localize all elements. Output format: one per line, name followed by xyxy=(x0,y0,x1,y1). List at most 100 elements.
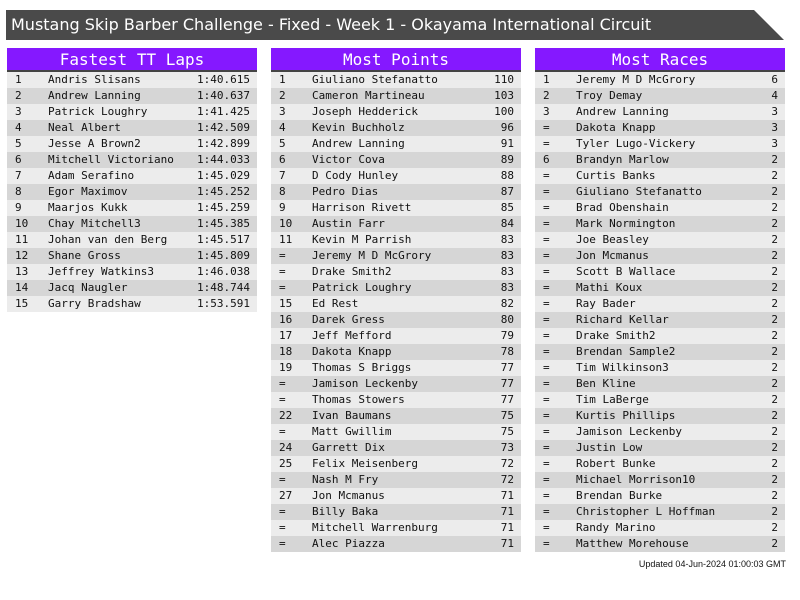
value-cell: 77 xyxy=(500,361,514,374)
value-cell: 2 xyxy=(771,425,778,438)
name-cell: Jon Mcmanus xyxy=(576,249,649,262)
name-cell: Tyler Lugo-Vickery xyxy=(576,137,696,150)
name-cell: Garry Bradshaw xyxy=(48,297,141,310)
rank-cell: 9 xyxy=(15,201,22,214)
value-cell: 2 xyxy=(771,201,778,214)
value-cell: 82 xyxy=(500,297,514,310)
value-cell: 1:45.252 xyxy=(197,185,250,198)
name-cell: Jeremy M D McGrory xyxy=(312,249,432,262)
rank-cell: = xyxy=(543,169,550,182)
table-row: 18 Dakota Knapp 78 xyxy=(271,344,521,360)
name-cell: Kurtis Phillips xyxy=(576,409,676,422)
table-row: 17 Jeff Mefford 79 xyxy=(271,328,521,344)
table-row: = Giuliano Stefanatto 2 xyxy=(535,184,785,200)
name-cell: Giuliano Stefanatto xyxy=(312,73,438,86)
table-row: = Matthew Morehouse 2 xyxy=(535,536,785,552)
name-cell: Jesse A Brown2 xyxy=(48,137,141,150)
table-row: 11 Kevin M Parrish 83 xyxy=(271,232,521,248)
table-row: = Brendan Sample2 2 xyxy=(535,344,785,360)
table-row: = Drake Smith2 83 xyxy=(271,264,521,280)
panel-fastest-tt-laps: Fastest TT Laps 1 Andris Slisans 1:40.615 2… xyxy=(7,48,257,312)
name-cell: Patrick Loughry xyxy=(312,281,412,294)
rank-cell: = xyxy=(279,393,286,406)
rank-cell: 2 xyxy=(15,89,22,102)
rows: 1 Andris Slisans 1:40.615 2 Andrew Lanning 1:… xyxy=(7,72,257,312)
table-row: 2 Andrew Lanning 1:40.637 xyxy=(7,88,257,104)
table-row: 6 Victor Cova 89 xyxy=(271,152,521,168)
table-row: = Scott B Wallace 2 xyxy=(535,264,785,280)
value-cell: 72 xyxy=(500,457,514,470)
rank-cell: 17 xyxy=(279,329,293,342)
name-cell: Andrew Lanning xyxy=(576,105,669,118)
value-cell: 78 xyxy=(500,345,514,358)
rank-cell: 11 xyxy=(279,233,293,246)
rank-cell: 4 xyxy=(279,121,286,134)
table-row: 1 Jeremy M D McGrory 6 xyxy=(535,72,785,88)
value-cell: 2 xyxy=(771,217,778,230)
value-cell: 71 xyxy=(500,537,514,550)
table-row: 1 Andris Slisans 1:40.615 xyxy=(7,72,257,88)
name-cell: Kevin M Parrish xyxy=(312,233,412,246)
value-cell: 110 xyxy=(494,73,514,86)
value-cell: 83 xyxy=(500,281,514,294)
table-row: = Mark Normington 2 xyxy=(535,216,785,232)
table-row: = Nash M Fry 72 xyxy=(271,472,521,488)
value-cell: 1:45.385 xyxy=(197,217,250,230)
table-row: 19 Thomas S Briggs 77 xyxy=(271,360,521,376)
name-cell: Tim LaBerge xyxy=(576,393,649,406)
value-cell: 2 xyxy=(771,409,778,422)
table-row: 2 Troy Demay 4 xyxy=(535,88,785,104)
table-row: 15 Garry Bradshaw 1:53.591 xyxy=(7,296,257,312)
table-row: 1 Giuliano Stefanatto 110 xyxy=(271,72,521,88)
name-cell: Ed Rest xyxy=(312,297,359,310)
value-cell: 89 xyxy=(500,153,514,166)
rank-cell: = xyxy=(543,409,550,422)
rank-cell: 15 xyxy=(279,297,293,310)
name-cell: Ray Bader xyxy=(576,297,636,310)
rank-cell: 3 xyxy=(279,105,286,118)
name-cell: Nash M Fry xyxy=(312,473,379,486)
name-cell: Garrett Dix xyxy=(312,441,385,454)
name-cell: Curtis Banks xyxy=(576,169,656,182)
name-cell: Mark Normington xyxy=(576,217,676,230)
rank-cell: 10 xyxy=(279,217,293,230)
value-cell: 2 xyxy=(771,377,778,390)
value-cell: 1:41.425 xyxy=(197,105,250,118)
value-cell: 2 xyxy=(771,489,778,502)
rank-cell: 10 xyxy=(15,217,29,230)
table-row: 22 Ivan Baumans 75 xyxy=(271,408,521,424)
rank-cell: 3 xyxy=(543,105,550,118)
name-cell: Thomas Stowers xyxy=(312,393,405,406)
value-cell: 79 xyxy=(500,329,514,342)
value-cell: 1:45.809 xyxy=(197,249,250,262)
rank-cell: 5 xyxy=(15,137,22,150)
table-row: = Kurtis Phillips 2 xyxy=(535,408,785,424)
rank-cell: = xyxy=(279,521,286,534)
name-cell: Dakota Knapp xyxy=(576,121,656,134)
rank-cell: = xyxy=(543,217,550,230)
name-cell: Jon Mcmanus xyxy=(312,489,385,502)
rank-cell: 8 xyxy=(15,185,22,198)
value-cell: 1:48.744 xyxy=(197,281,250,294)
value-cell: 2 xyxy=(771,537,778,550)
name-cell: Brad Obenshain xyxy=(576,201,669,214)
value-cell: 1:44.033 xyxy=(197,153,250,166)
value-cell: 83 xyxy=(500,233,514,246)
rank-cell: = xyxy=(543,489,550,502)
name-cell: Matt Gwillim xyxy=(312,425,392,438)
name-cell: Matthew Morehouse xyxy=(576,537,689,550)
rank-cell: 6 xyxy=(543,153,550,166)
table-row: 14 Jacq Naugler 1:48.744 xyxy=(7,280,257,296)
table-row: 2 Cameron Martineau 103 xyxy=(271,88,521,104)
rank-cell: 25 xyxy=(279,457,293,470)
rank-cell: = xyxy=(543,377,550,390)
rank-cell: 2 xyxy=(279,89,286,102)
rank-cell: = xyxy=(543,473,550,486)
table-row: 10 Chay Mitchell3 1:45.385 xyxy=(7,216,257,232)
table-row: = Jon Mcmanus 2 xyxy=(535,248,785,264)
name-cell: Tim Wilkinson3 xyxy=(576,361,669,374)
value-cell: 85 xyxy=(500,201,514,214)
table-row: 11 Johan van den Berg 1:45.517 xyxy=(7,232,257,248)
name-cell: Justin Low xyxy=(576,441,643,454)
table-row: 13 Jeffrey Watkins3 1:46.038 xyxy=(7,264,257,280)
